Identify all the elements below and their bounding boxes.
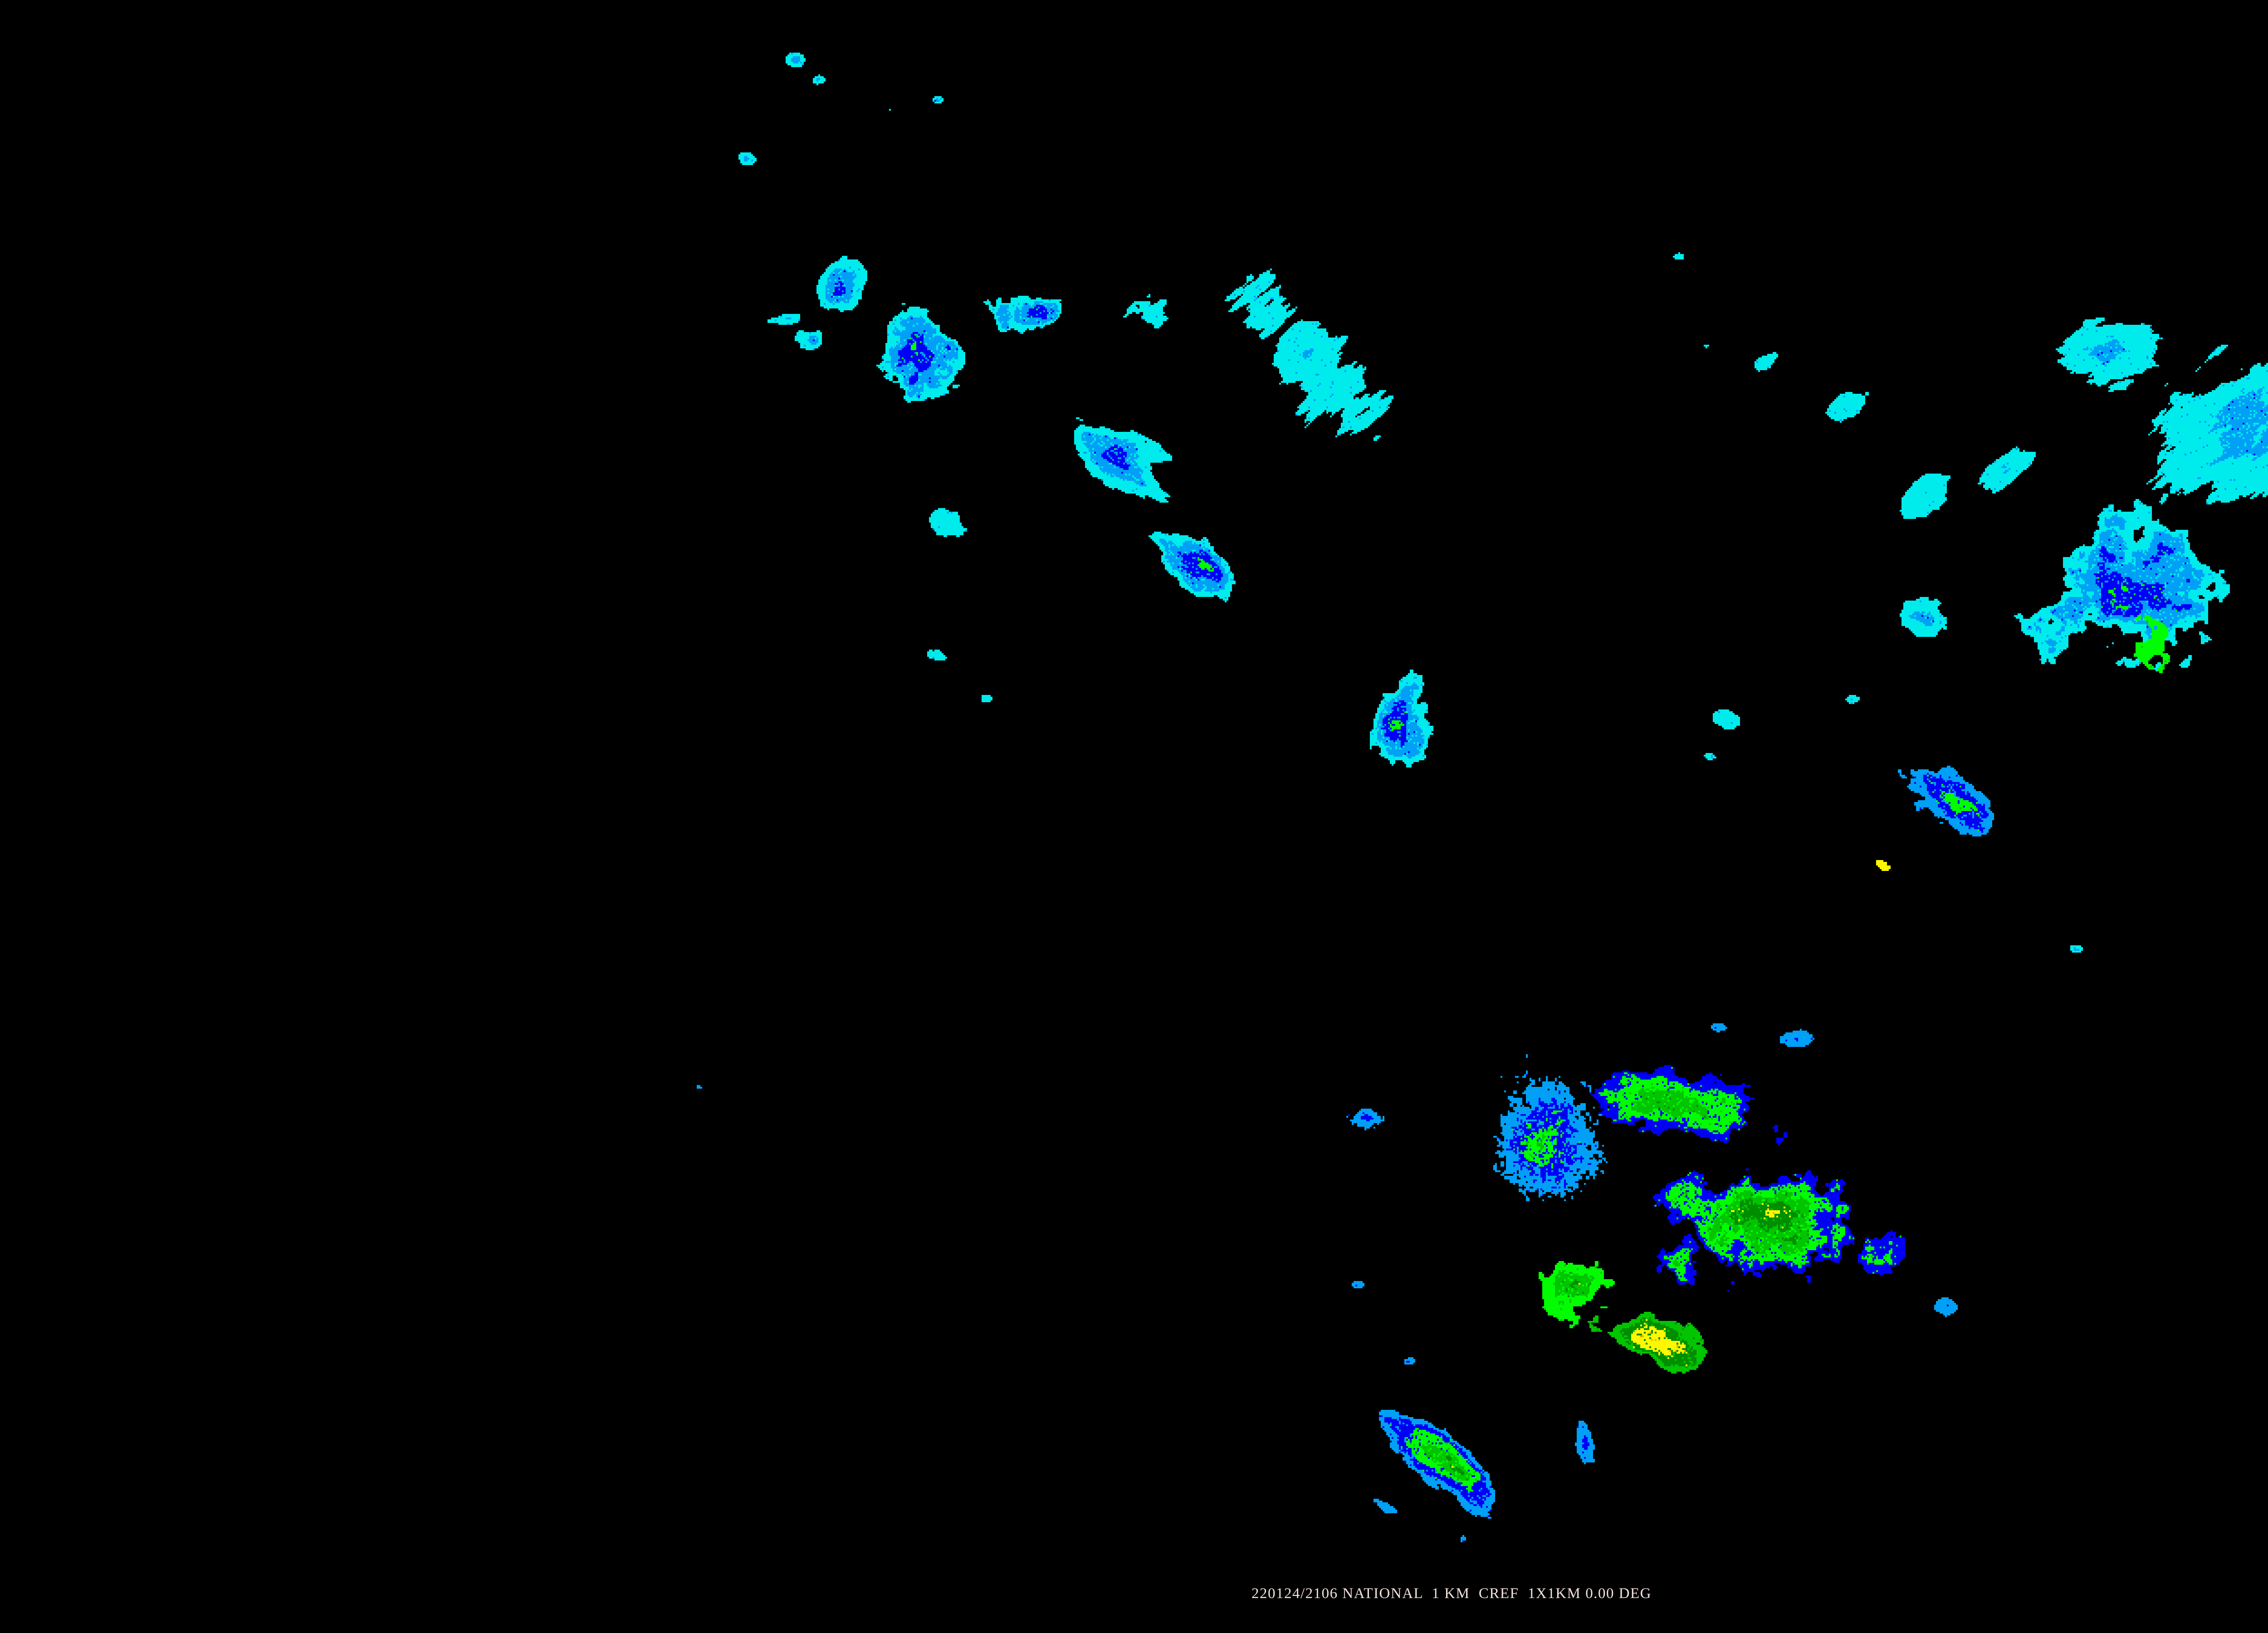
radar-caption: 220124/2106 NATIONAL 1 KM CREF 1X1KM 0.0…: [1251, 1585, 1652, 1602]
